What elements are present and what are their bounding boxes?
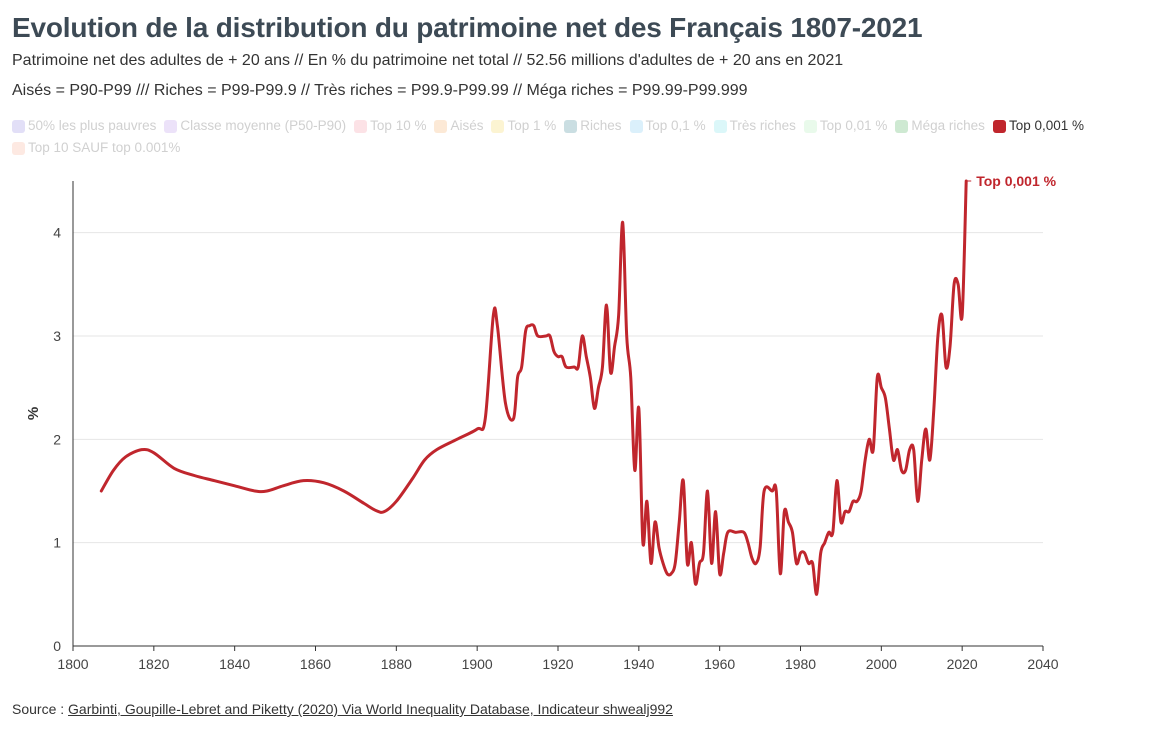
chart-legend: 50% les plus pauvres Classe moyenne (P50-… [12, 117, 1132, 157]
x-tick-label: 1900 [462, 656, 493, 672]
series-line-0 [99, 179, 968, 596]
legend-swatch [803, 119, 817, 133]
line-chart: 0 1 2 3 4 1800 1820 1840 1860 1880 1900 1920 1940 196… [25, 173, 1059, 672]
y-tick-label: 0 [53, 638, 61, 654]
x-tick-label: 2040 [1027, 656, 1058, 672]
x-tick-label: 1980 [785, 656, 816, 672]
x-tick-label: 2020 [947, 656, 978, 672]
series-end-label: Top 0,001 % [976, 173, 1056, 189]
x-tick-label: 1860 [300, 656, 331, 672]
y-tick-label: 4 [53, 225, 61, 241]
x-tick-label: 2000 [866, 656, 897, 672]
legend-swatch [354, 119, 368, 133]
x-tick-label: 1920 [542, 656, 573, 672]
legend-swatch [629, 119, 643, 133]
x-tick-label: 1840 [219, 656, 250, 672]
legend-label: Top 0,1 % [645, 118, 706, 133]
legend-item-10[interactable]: Top 0,001 % [992, 117, 1084, 135]
legend-label: Classe moyenne (P50-P90) [180, 118, 347, 133]
legend-label: Top 10 SAUF top 0.001% [28, 140, 181, 155]
y-tick-label: 2 [53, 431, 61, 447]
legend-swatch [12, 141, 25, 155]
legend-label: Top 1 % [507, 118, 557, 133]
legend-item-3[interactable]: Aisés [434, 117, 483, 135]
x-tick-label: 1940 [623, 656, 654, 672]
legend-item-5[interactable]: Riches [564, 117, 622, 135]
source-note: Source : Garbinti, Goupille-Lebret and P… [12, 701, 673, 717]
legend-item-7[interactable]: Très riches [713, 117, 796, 135]
source-link[interactable]: Garbinti, Goupille-Lebret and Piketty (2… [68, 701, 673, 717]
legend-item-1[interactable]: Classe moyenne (P50-P90) [164, 117, 346, 135]
legend-item-11[interactable]: Top 10 SAUF top 0.001% [12, 139, 180, 157]
legend-swatch [164, 119, 178, 133]
x-tick-label: 1820 [138, 656, 169, 672]
chart-subtitle-definitions: Aisés = P90-P99 /// Riches = P99-P99.9 /… [12, 82, 748, 99]
legend-item-0[interactable]: 50% les plus pauvres [12, 117, 156, 135]
y-tick-label: 3 [53, 328, 61, 344]
legend-item-9[interactable]: Méga riches [895, 117, 985, 135]
legend-label: Méga riches [911, 118, 985, 133]
chart-subtitle: Patrimoine net des adultes de + 20 ans /… [12, 52, 844, 69]
x-tick-label: 1960 [704, 656, 735, 672]
legend-label: 50% les plus pauvres [28, 118, 157, 133]
y-axis-label: % [25, 407, 42, 420]
legend-swatch [564, 119, 578, 133]
legend-label: Top 0,001 % [1008, 118, 1084, 133]
legend-item-6[interactable]: Top 0,1 % [629, 117, 706, 135]
legend-item-8[interactable]: Top 0,01 % [803, 117, 888, 135]
x-tick-label: 1880 [381, 656, 412, 672]
legend-item-4[interactable]: Top 1 % [491, 117, 556, 135]
x-tick-label: 1800 [57, 656, 88, 672]
legend-label: Très riches [729, 118, 796, 133]
legend-swatch [713, 119, 727, 133]
chart-title: Evolution de la distribution du patrimoi… [12, 12, 923, 43]
legend-swatch [434, 119, 448, 133]
legend-swatch [895, 119, 909, 133]
legend-label: Top 10 % [370, 118, 427, 133]
legend-item-2[interactable]: Top 10 % [354, 117, 426, 135]
y-tick-label: 1 [53, 535, 61, 551]
legend-label: Riches [580, 118, 622, 133]
legend-swatch [491, 119, 505, 133]
legend-label: Top 0,01 % [819, 118, 888, 133]
chart-header: Evolution de la distribution du patrimoi… [12, 10, 1144, 102]
legend-swatch [992, 119, 1006, 133]
legend-swatch [12, 119, 25, 133]
legend-label: Aisés [450, 118, 484, 133]
source-prefix: Source : [12, 701, 69, 717]
